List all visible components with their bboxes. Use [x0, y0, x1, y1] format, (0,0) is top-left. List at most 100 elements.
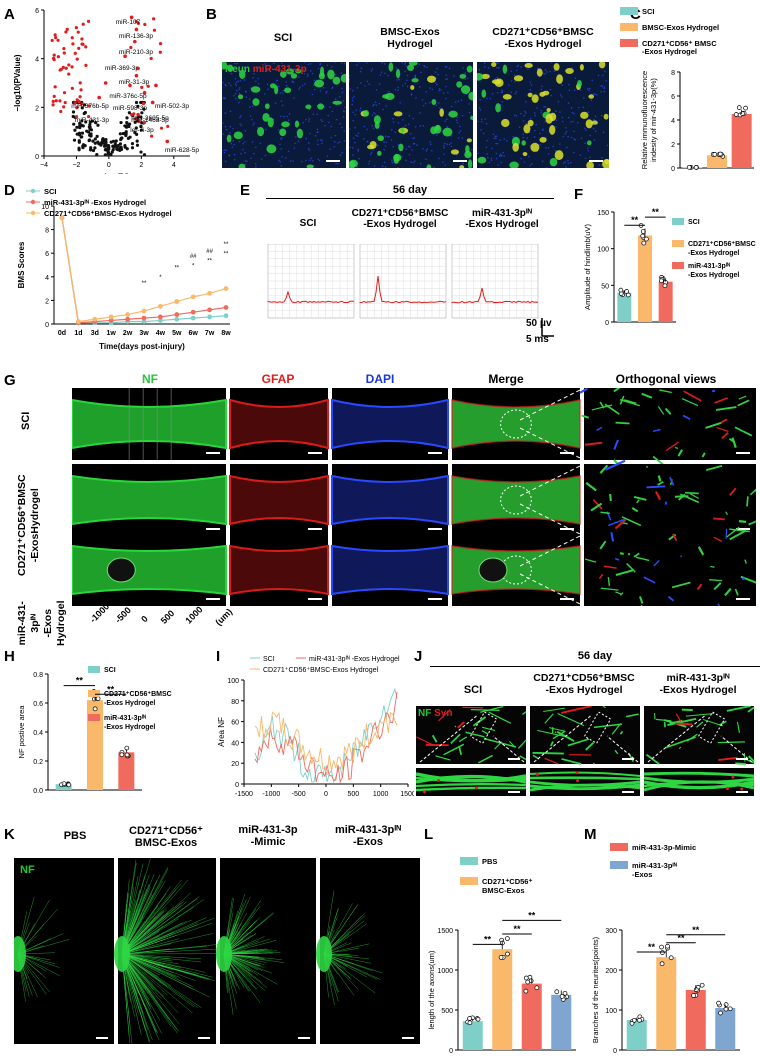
point — [158, 50, 162, 54]
significance-label: ** — [76, 676, 84, 686]
cell — [530, 142, 540, 152]
nucleus — [375, 89, 378, 91]
fiber — [748, 755, 755, 763]
nucleus — [520, 112, 522, 115]
cell — [252, 98, 260, 106]
point — [140, 121, 144, 125]
point — [99, 141, 104, 145]
nucleus — [460, 99, 463, 101]
confocal-tile — [331, 388, 449, 460]
gene-label: miR-3605-5p — [131, 115, 169, 122]
nucleus — [351, 147, 354, 149]
nucleus — [305, 137, 308, 140]
x-tick-label: 2w — [123, 330, 133, 337]
nucleus — [266, 70, 268, 72]
bar — [551, 994, 572, 1050]
data-point — [723, 1002, 729, 1007]
y-tick-label: 2 — [671, 142, 675, 149]
legend-label: SCI — [44, 187, 57, 196]
nucleus — [351, 97, 354, 99]
point — [54, 35, 58, 40]
y-tick-label: 100 — [605, 1008, 617, 1015]
lesion-outline — [500, 409, 532, 439]
nucleus — [454, 101, 457, 103]
fiber — [664, 501, 668, 505]
nucleus — [418, 63, 421, 65]
nucleus — [233, 158, 236, 161]
point — [80, 37, 84, 41]
nucleus — [367, 162, 370, 165]
nucleus — [412, 137, 414, 140]
fiber — [613, 388, 621, 393]
point — [82, 103, 87, 107]
nucleus — [520, 157, 522, 160]
nucleus — [341, 126, 343, 129]
nucleus — [498, 155, 501, 157]
y-tick-label: 2 — [45, 298, 49, 305]
cell — [238, 163, 246, 168]
fiber — [635, 556, 650, 562]
nucleus — [349, 128, 351, 130]
nucleus — [330, 125, 333, 128]
data-point — [717, 151, 723, 157]
point — [71, 114, 75, 119]
nucleus — [408, 123, 410, 126]
series-line — [254, 691, 398, 784]
point — [132, 112, 136, 116]
fiber — [522, 711, 527, 715]
nucleus — [224, 125, 227, 128]
panel-e-header-sci: SCI — [299, 218, 317, 229]
y-tick-label: 4 — [35, 57, 39, 64]
fiber — [678, 746, 682, 750]
nucleus — [302, 121, 304, 124]
nucleus — [555, 125, 557, 128]
fiber — [734, 588, 739, 596]
cell — [281, 121, 290, 128]
y-tick-label: 0 — [35, 154, 39, 161]
point — [123, 54, 127, 59]
nucleus — [446, 118, 448, 121]
tissue-edge — [229, 544, 329, 596]
cell — [480, 73, 490, 79]
fiber — [579, 388, 588, 394]
data-point — [641, 240, 647, 246]
fiber — [561, 706, 592, 714]
x-tick-label: 0d — [58, 330, 66, 337]
cell — [349, 159, 358, 168]
nucleus — [385, 141, 388, 143]
panel-j-header-cd271: CD271⁺CD56⁺BMSC -Exos Hydrogel — [533, 672, 635, 696]
point — [72, 122, 76, 126]
nucleus — [496, 91, 499, 94]
nucleus — [331, 66, 333, 68]
fiber — [615, 591, 622, 595]
nucleus — [358, 62, 360, 63]
nucleus — [426, 148, 428, 150]
fiber — [653, 560, 660, 567]
nucleus — [390, 129, 393, 131]
point — [134, 73, 139, 78]
point — [96, 140, 100, 144]
legend-swatch — [610, 843, 628, 851]
nucleus — [500, 161, 502, 164]
nucleus — [516, 65, 519, 68]
nucleus — [437, 73, 439, 76]
nucleus — [545, 167, 548, 168]
point — [81, 144, 85, 148]
nucleus — [222, 81, 224, 84]
nucleus — [506, 140, 508, 142]
nucleus — [280, 100, 283, 102]
point — [50, 38, 54, 43]
nucleus — [397, 86, 399, 89]
nucleus — [316, 139, 319, 141]
nucleus — [450, 145, 453, 148]
microscopy-b-cd271 — [477, 62, 609, 168]
nucleus — [428, 101, 431, 104]
nucleus — [260, 67, 262, 70]
data-point — [691, 993, 696, 998]
nucleus — [397, 89, 399, 91]
nucleus — [414, 76, 417, 79]
panel-k-header-pbs: PBS — [63, 830, 87, 842]
x-tick-label: 7w — [205, 330, 215, 337]
cell — [284, 87, 292, 94]
fiber — [631, 507, 639, 513]
